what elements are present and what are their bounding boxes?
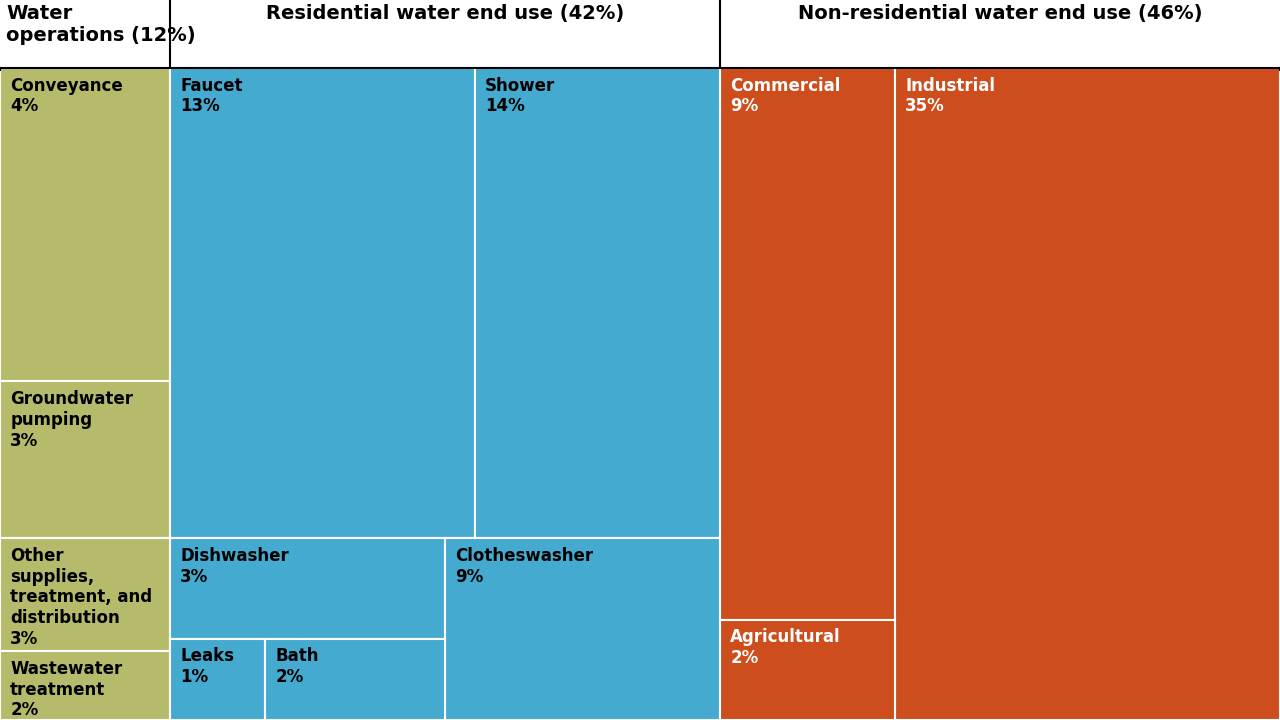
Bar (719, 68, 895, 620)
Text: Faucet
13%: Faucet 13% (180, 76, 243, 115)
Bar (170, 539, 445, 639)
Text: Leaks
1%: Leaks 1% (180, 647, 234, 686)
Text: Conveyance
4%: Conveyance 4% (10, 76, 123, 115)
Text: Wastewater
treatment
2%: Wastewater treatment 2% (10, 660, 123, 719)
Text: Agricultural
2%: Agricultural 2% (730, 629, 841, 667)
Text: Residential water end use (42%): Residential water end use (42%) (266, 4, 625, 22)
Text: Other
supplies,
treatment, and
distribution
3%: Other supplies, treatment, and distribut… (10, 547, 152, 648)
Text: Bath
2%: Bath 2% (275, 647, 319, 686)
Text: Shower
14%: Shower 14% (485, 76, 556, 115)
Text: Industrial
35%: Industrial 35% (905, 76, 996, 115)
Bar (719, 620, 895, 720)
Text: Water
operations (12%): Water operations (12%) (6, 4, 196, 45)
Bar (445, 539, 719, 720)
Text: Non-residential water end use (46%): Non-residential water end use (46%) (797, 4, 1202, 22)
Text: Dishwasher
3%: Dishwasher 3% (180, 547, 289, 585)
Bar (475, 68, 719, 539)
Bar (170, 68, 475, 539)
Bar (0, 382, 170, 539)
Text: Groundwater
pumping
3%: Groundwater pumping 3% (10, 390, 133, 450)
Bar (170, 639, 265, 720)
Bar (265, 639, 445, 720)
Text: Clotheswasher
9%: Clotheswasher 9% (456, 547, 594, 585)
Bar (895, 68, 1280, 720)
Bar (0, 539, 170, 651)
Bar (0, 68, 170, 382)
Bar (0, 651, 170, 720)
Text: Commercial
9%: Commercial 9% (730, 76, 841, 115)
